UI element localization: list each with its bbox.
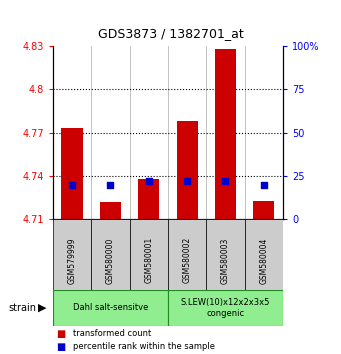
Text: GDS3873 / 1382701_at: GDS3873 / 1382701_at (98, 27, 243, 40)
Bar (138, 179, 159, 219)
Bar (177, 121, 198, 219)
Bar (253, 201, 275, 219)
Bar (206, 219, 244, 290)
Bar (168, 290, 283, 326)
Text: ▶: ▶ (38, 303, 46, 313)
Point (146, 178, 151, 184)
Bar (53, 219, 91, 290)
Text: ■: ■ (56, 329, 65, 339)
Bar (61, 129, 83, 219)
Text: GSM580003: GSM580003 (221, 237, 230, 284)
Text: GSM580004: GSM580004 (260, 237, 268, 284)
Text: strain: strain (9, 303, 36, 313)
Text: GSM580002: GSM580002 (183, 237, 192, 284)
Text: transformed count: transformed count (73, 329, 151, 338)
Bar (168, 219, 206, 290)
Text: GSM580001: GSM580001 (144, 237, 153, 284)
Text: ■: ■ (56, 342, 65, 352)
Point (223, 178, 228, 184)
Bar (130, 219, 168, 290)
Bar (215, 49, 236, 219)
Text: GSM579999: GSM579999 (68, 237, 76, 284)
Point (261, 182, 267, 188)
Text: GSM580000: GSM580000 (106, 237, 115, 284)
Text: S.LEW(10)x12x2x3x5
congenic: S.LEW(10)x12x2x3x5 congenic (181, 298, 270, 318)
Text: Dahl salt-sensitve: Dahl salt-sensitve (73, 303, 148, 313)
Bar (100, 202, 121, 219)
Point (108, 182, 113, 188)
Text: percentile rank within the sample: percentile rank within the sample (73, 342, 215, 352)
Bar (244, 219, 283, 290)
Point (69, 182, 75, 188)
Point (184, 178, 190, 184)
Bar (53, 290, 168, 326)
Bar (91, 219, 130, 290)
